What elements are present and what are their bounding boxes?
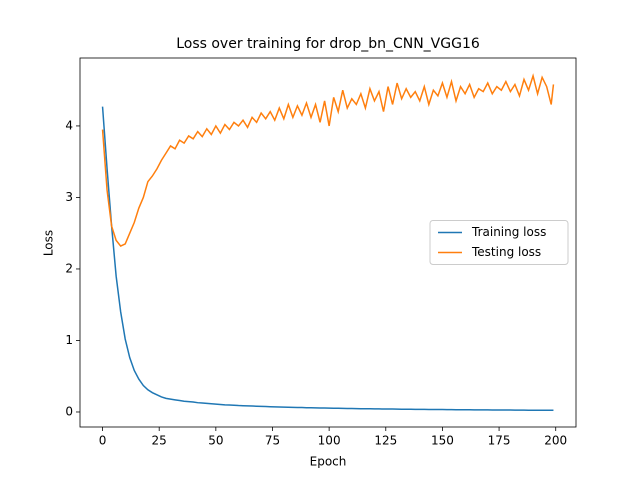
y-tick-label: 4 (65, 118, 73, 132)
x-tick-label: 200 (544, 434, 567, 448)
chart-title: Loss over training for drop_bn_CNN_VGG16 (176, 36, 480, 52)
plot-frame (79, 57, 577, 428)
y-tick-label: 1 (65, 333, 73, 347)
x-tick-label: 75 (265, 434, 280, 448)
y-axis-label: Loss (42, 230, 56, 256)
x-tick-label: 25 (152, 434, 167, 448)
line-series (101, 106, 554, 412)
x-tick-label: 100 (318, 434, 341, 448)
y-tick-label: 0 (65, 404, 73, 418)
line-series (101, 73, 555, 248)
y-tick-label: 3 (65, 190, 73, 204)
legend-box (429, 220, 569, 265)
x-tick-label: 50 (208, 434, 223, 448)
legend-label: Training loss (471, 225, 546, 239)
x-tick-label: 0 (99, 434, 107, 448)
y-tick-label: 2 (65, 261, 73, 275)
x-axis-label: Epoch (310, 455, 347, 469)
legend-label: Testing loss (471, 245, 541, 259)
x-tick-label: 150 (431, 434, 454, 448)
x-tick-label: 125 (374, 434, 397, 448)
x-tick-label: 175 (488, 434, 511, 448)
